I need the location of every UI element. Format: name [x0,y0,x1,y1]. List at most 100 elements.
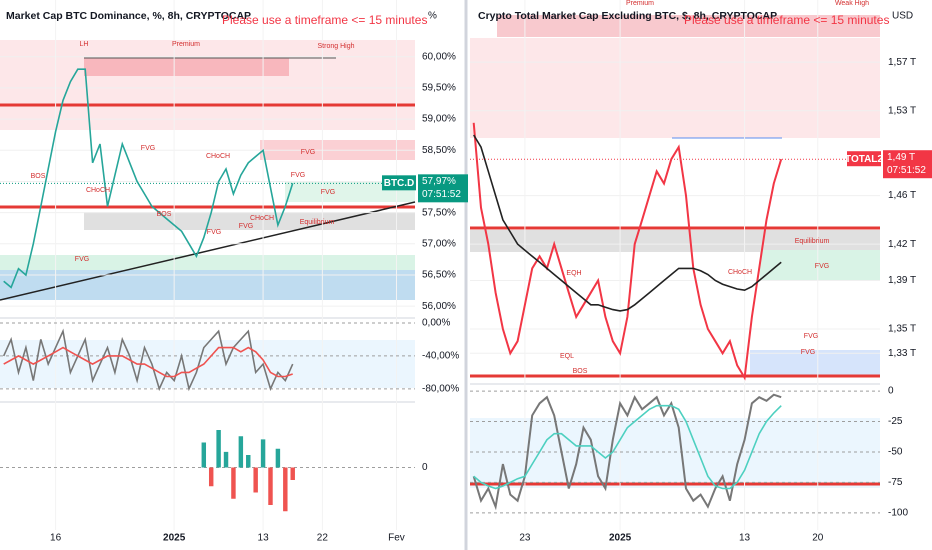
warning: Please use a timeframe <= 15 minutes [222,13,427,27]
x-tick-label: Fev [388,533,405,544]
series-line [473,404,782,490]
x-tick-label: 23 [519,533,531,544]
annotation: FVG [801,349,815,356]
x-tick-label: 16 [50,533,62,544]
premium-zone [470,38,880,138]
chart-title: Crypto Total Market Cap Excluding BTC, $… [478,10,777,22]
zone [760,250,880,280]
x-tick-label: 22 [317,533,329,544]
series-line [472,122,783,381]
x-tick-label: 2025 [609,533,632,544]
y-tick-label: -40,00% [422,351,459,362]
x-tick-label: 13 [739,533,751,544]
histogram-bar [268,467,273,505]
annotation: Equilibrium [795,238,830,245]
y-tick-label: 0 [422,462,428,473]
y-tick-label: 1,57 T [888,57,916,68]
y-tick-label: 1,39 T [888,275,916,286]
y-tick-label: 1,46 T [888,190,916,201]
zone [750,350,880,376]
annotation: CHoCH [250,215,274,222]
y-tick-label: 58,50% [422,145,456,156]
annotation: FVG [301,149,315,156]
annotation: CHoCH [728,269,752,276]
countdown: 07:51:52 [422,189,461,200]
x-tick-label: 13 [258,533,270,544]
y-tick-label: -80,00% [422,383,459,394]
histogram-bar [246,455,251,468]
annotation: FVG [815,263,829,270]
annotation: BOS [31,173,46,180]
trend-line [0,201,416,301]
y-tick-label: 0,00% [422,318,450,329]
y-tick-label: 1,33 T [888,348,916,359]
series-line [473,134,782,312]
equilibrium-zone [84,212,415,230]
price-label: 1,49 T [887,152,915,163]
y-tick-label: -100 [888,507,908,518]
y-tick-label: 59,00% [422,114,456,125]
y-tick-label: -75 [888,477,903,488]
annotation: BOS [157,211,172,218]
symbol-label: BTC.D [384,178,415,189]
annotation: FVG [75,256,89,263]
annotation: FVG [291,172,305,179]
zone [497,15,880,37]
histogram-bar [260,439,266,468]
price-label: 57,97% [422,176,456,187]
annotation: Strong High [318,43,355,50]
equilibrium-zone [470,230,880,252]
annotation: Weak High [835,0,869,7]
annotation: FVG [804,333,818,340]
zone [0,255,415,270]
annotation: FVG [141,145,155,152]
annotation: FVG [321,189,335,196]
histogram-bar [290,467,295,480]
histogram-bar [208,467,214,487]
y-tick-label: 1,53 T [888,105,916,116]
annotation: EQH [566,270,581,277]
annotation: CHoCH [206,153,230,160]
annotation: EQL [560,353,574,360]
histogram-bar [201,442,207,468]
y-tick-label: -25 [888,416,903,427]
annotation: BOS [573,368,588,375]
y-tick-label: 57,50% [422,207,456,218]
warning: Please use a timeframe <= 15 minutes [684,13,889,27]
x-tick-label: 2025 [163,533,186,544]
annotation: FVG [239,223,253,230]
y-tick-label: -50 [888,447,903,458]
price-tag [883,150,932,179]
countdown: 07:51:52 [887,165,926,176]
annotation: Premium [626,0,654,7]
y-tick-label: 59,50% [422,83,456,94]
unit-label: % [428,11,437,22]
symbol-tag [382,175,416,191]
annotation: Premium [172,41,200,48]
unit-label: USD [892,11,913,22]
premium-zone [0,40,415,130]
series-line [3,68,294,289]
x-tick-label: 20 [812,533,824,544]
y-tick-label: 1,42 T [888,239,916,250]
y-tick-label: 60,00% [422,51,456,62]
annotation: Equilibrium [300,219,335,226]
y-tick-label: 56,50% [422,270,456,281]
y-tick-label: 0 [888,386,894,397]
y-tick-label: 56,00% [422,301,456,312]
series-line [2,328,294,392]
annotation: CHoCH [86,187,110,194]
symbol-tag [847,151,881,167]
chart-title: Market Cap BTC Dominance, %, 8h, CRYPTOC… [6,10,251,22]
histogram-bar [223,451,229,468]
histogram-bar [238,436,244,468]
histogram-bar [275,448,281,468]
histogram-bar [216,430,221,468]
series-line [3,346,293,378]
histogram-bar [253,467,258,493]
annotation: FVG [207,229,221,236]
y-tick-label: 57,00% [422,238,456,249]
annotation: LH [80,41,89,48]
